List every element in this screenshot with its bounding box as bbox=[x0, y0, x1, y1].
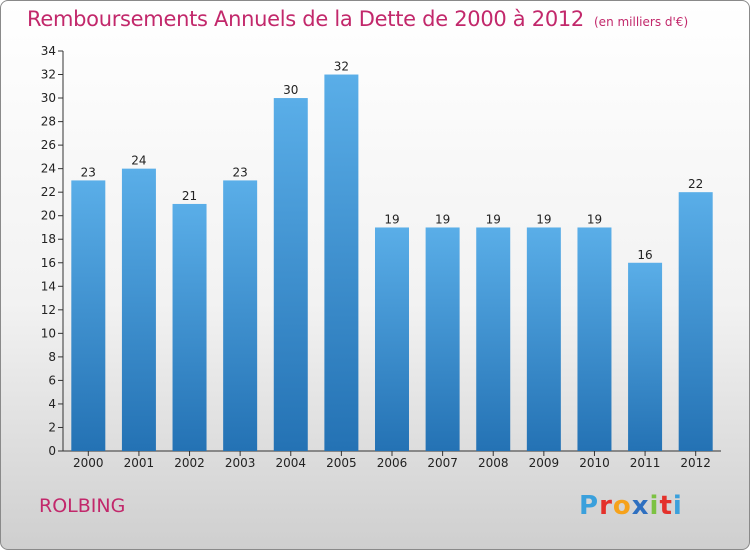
bar-value-label: 32 bbox=[334, 60, 349, 74]
logo-letter: x bbox=[631, 491, 650, 521]
y-tick-label: 32 bbox=[41, 68, 56, 82]
y-tick-label: 2 bbox=[48, 420, 56, 434]
y-tick-label: 16 bbox=[41, 256, 56, 270]
bar bbox=[71, 180, 106, 452]
y-tick-label: 6 bbox=[48, 373, 56, 387]
y-tick-label: 30 bbox=[41, 91, 56, 105]
chart-title-text: Remboursements Annuels de la Dette de 20… bbox=[27, 7, 584, 31]
bar bbox=[223, 180, 258, 452]
x-tick-label: 2009 bbox=[529, 456, 560, 470]
bar-value-label: 23 bbox=[81, 165, 96, 179]
bar-value-label: 19 bbox=[435, 212, 450, 226]
bar bbox=[324, 74, 359, 451]
logo-letter: t bbox=[659, 491, 673, 521]
y-tick-label: 8 bbox=[48, 350, 56, 364]
logo-letter: P bbox=[579, 491, 600, 521]
x-tick-label: 2006 bbox=[377, 456, 408, 470]
bar bbox=[678, 192, 713, 452]
x-tick-label: 2001 bbox=[124, 456, 155, 470]
bar-value-label: 19 bbox=[486, 212, 501, 226]
y-tick-label: 10 bbox=[41, 326, 56, 340]
bar bbox=[476, 227, 511, 451]
x-tick-label: 2011 bbox=[630, 456, 661, 470]
x-tick-label: 2002 bbox=[174, 456, 205, 470]
y-tick-label: 14 bbox=[41, 279, 56, 293]
bar bbox=[375, 227, 409, 451]
y-tick-label: 22 bbox=[41, 185, 56, 199]
y-tick-label: 12 bbox=[41, 303, 56, 317]
x-tick-label: 2004 bbox=[275, 456, 306, 470]
bar bbox=[526, 227, 561, 451]
bar bbox=[273, 98, 308, 451]
commune-name: ROLBING bbox=[39, 495, 126, 517]
y-tick-label: 18 bbox=[41, 232, 56, 246]
y-tick-label: 26 bbox=[41, 138, 56, 152]
bar bbox=[628, 262, 663, 451]
y-tick-label: 20 bbox=[41, 209, 56, 223]
bar-value-label: 19 bbox=[536, 212, 551, 226]
chart-title: Remboursements Annuels de la Dette de 20… bbox=[27, 7, 688, 31]
y-tick-label: 24 bbox=[41, 162, 56, 176]
logo-letter: i bbox=[672, 491, 683, 521]
bar-value-label: 23 bbox=[233, 165, 248, 179]
bar-value-label: 30 bbox=[283, 83, 298, 97]
x-tick-label: 2008 bbox=[478, 456, 509, 470]
proxiti-logo: Proxiti bbox=[579, 491, 683, 521]
y-tick-label: 0 bbox=[48, 444, 56, 458]
bar-value-label: 19 bbox=[587, 212, 602, 226]
x-tick-label: 2005 bbox=[326, 456, 357, 470]
y-tick-label: 34 bbox=[41, 44, 56, 58]
logo-letter: o bbox=[612, 491, 632, 521]
bar-value-label: 22 bbox=[688, 177, 703, 191]
bar bbox=[172, 203, 207, 451]
bar-value-label: 19 bbox=[384, 212, 399, 226]
x-tick-label: 2000 bbox=[73, 456, 104, 470]
logo-letter: i bbox=[649, 491, 660, 521]
chart-unit: (en milliers d'€) bbox=[594, 15, 689, 29]
bar-value-label: 24 bbox=[131, 154, 146, 168]
x-tick-label: 2012 bbox=[680, 456, 711, 470]
bar-value-label: 21 bbox=[182, 189, 197, 203]
bar bbox=[121, 168, 156, 451]
bar bbox=[577, 227, 612, 451]
y-tick-label: 4 bbox=[48, 397, 56, 411]
x-tick-label: 2003 bbox=[225, 456, 256, 470]
x-tick-label: 2007 bbox=[427, 456, 458, 470]
logo-letter: r bbox=[599, 491, 613, 521]
y-tick-label: 28 bbox=[41, 115, 56, 129]
bar bbox=[425, 227, 460, 451]
x-tick-label: 2010 bbox=[579, 456, 610, 470]
bar-value-label: 16 bbox=[637, 248, 652, 262]
